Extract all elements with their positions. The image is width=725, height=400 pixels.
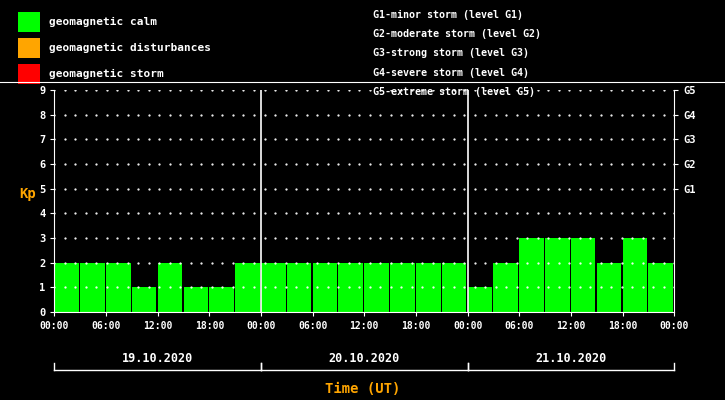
Bar <box>157 263 182 312</box>
Text: Time (UT): Time (UT) <box>325 382 400 396</box>
Text: 20.10.2020: 20.10.2020 <box>328 352 400 364</box>
Text: G1-minor storm (level G1): G1-minor storm (level G1) <box>373 10 523 20</box>
Y-axis label: Kp: Kp <box>20 187 36 201</box>
Text: G5-extreme storm (level G5): G5-extreme storm (level G5) <box>373 87 535 97</box>
Bar <box>623 238 647 312</box>
Text: G2-moderate storm (level G2): G2-moderate storm (level G2) <box>373 29 542 39</box>
Bar <box>287 263 311 312</box>
Bar <box>54 263 79 312</box>
Bar <box>339 263 363 312</box>
Bar <box>442 263 466 312</box>
Bar <box>416 263 441 312</box>
Bar <box>261 263 286 312</box>
Bar <box>183 287 208 312</box>
Text: geomagnetic storm: geomagnetic storm <box>49 69 163 79</box>
Bar <box>390 263 415 312</box>
Bar <box>571 238 595 312</box>
Bar <box>648 263 673 312</box>
Bar <box>312 263 337 312</box>
Bar <box>364 263 389 312</box>
Bar <box>80 263 104 312</box>
Bar <box>519 238 544 312</box>
Text: 19.10.2020: 19.10.2020 <box>122 352 194 364</box>
Text: G4-severe storm (level G4): G4-severe storm (level G4) <box>373 68 529 78</box>
Bar <box>468 287 492 312</box>
Bar <box>106 263 130 312</box>
Text: geomagnetic disturbances: geomagnetic disturbances <box>49 43 210 53</box>
Text: 21.10.2020: 21.10.2020 <box>535 352 607 364</box>
Bar <box>210 287 234 312</box>
Bar <box>597 263 621 312</box>
Text: geomagnetic calm: geomagnetic calm <box>49 17 157 27</box>
Bar <box>494 263 518 312</box>
Bar <box>235 263 260 312</box>
Bar <box>545 238 570 312</box>
Text: G3-strong storm (level G3): G3-strong storm (level G3) <box>373 48 529 58</box>
Bar <box>132 287 157 312</box>
